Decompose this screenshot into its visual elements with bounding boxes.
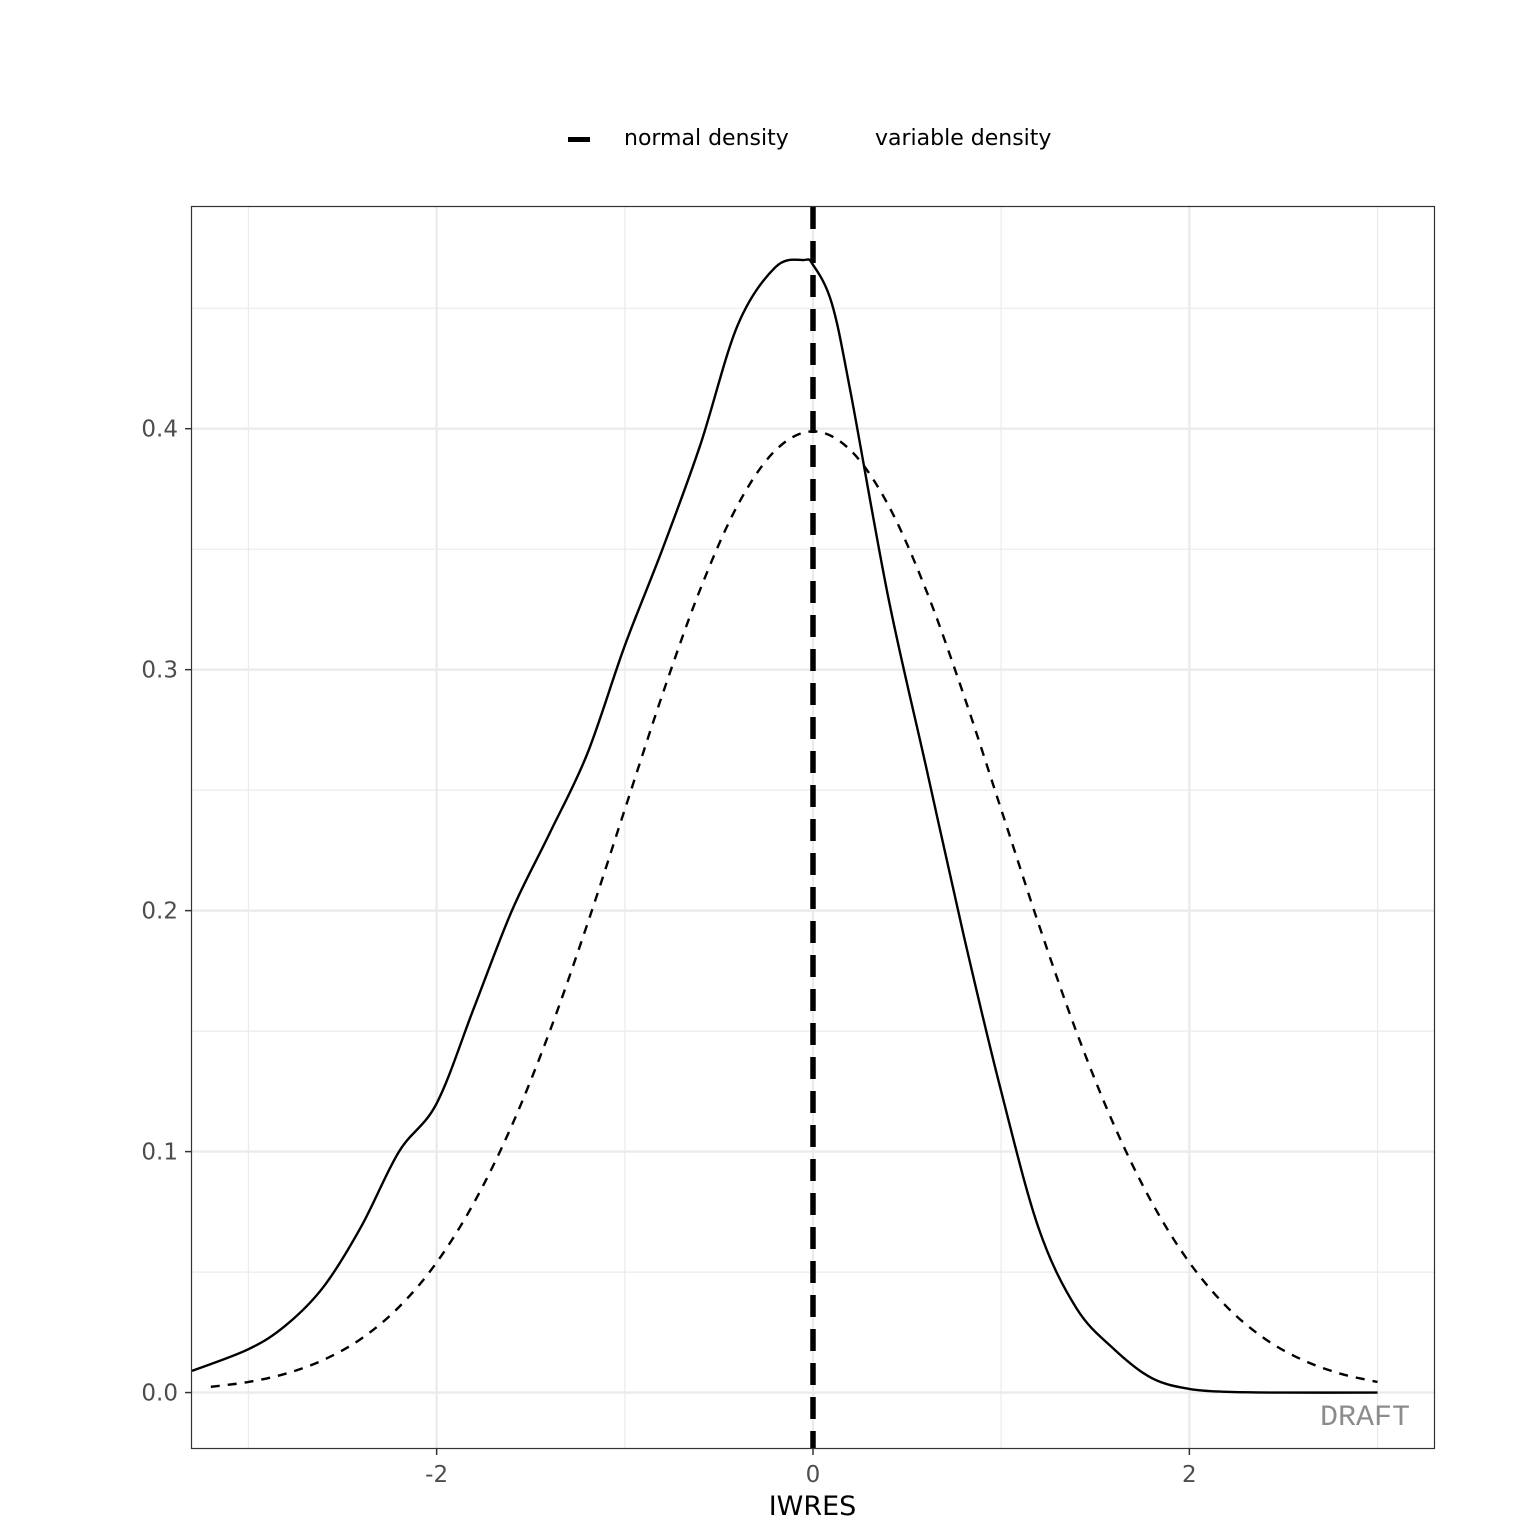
y-tick-label: 0.0 [141,1381,178,1407]
draft-watermark: DRAFT [1320,1401,1410,1435]
y-tick-label: 0.1 [141,1140,178,1166]
series-line-normal-density [210,430,1378,1388]
legend-key-dashed-line [568,137,590,142]
legend-label-variable-density: variable density [875,126,1052,151]
y-tick-label: 0.2 [141,899,178,925]
x-tick-label: 2 [1182,1462,1197,1488]
axis-ticks: -2 0 2 0.0 0.1 0.2 0.3 0.4 [141,417,1196,1488]
x-tick-label: -2 [425,1462,448,1488]
x-tick-label: 0 [806,1462,821,1488]
y-tick-label: 0.4 [141,417,178,443]
legend-item-variable-density: variable density [860,118,1090,162]
series-layer [191,258,1378,1394]
legend-item-normal-density: normal density [560,118,820,162]
x-axis-title: IWRES [769,1491,857,1522]
legend: normal density variable density [0,118,1536,162]
legend-label-normal-density: normal density [624,126,789,151]
y-tick-label: 0.3 [141,658,178,684]
series-line-variable-density [191,258,1378,1394]
